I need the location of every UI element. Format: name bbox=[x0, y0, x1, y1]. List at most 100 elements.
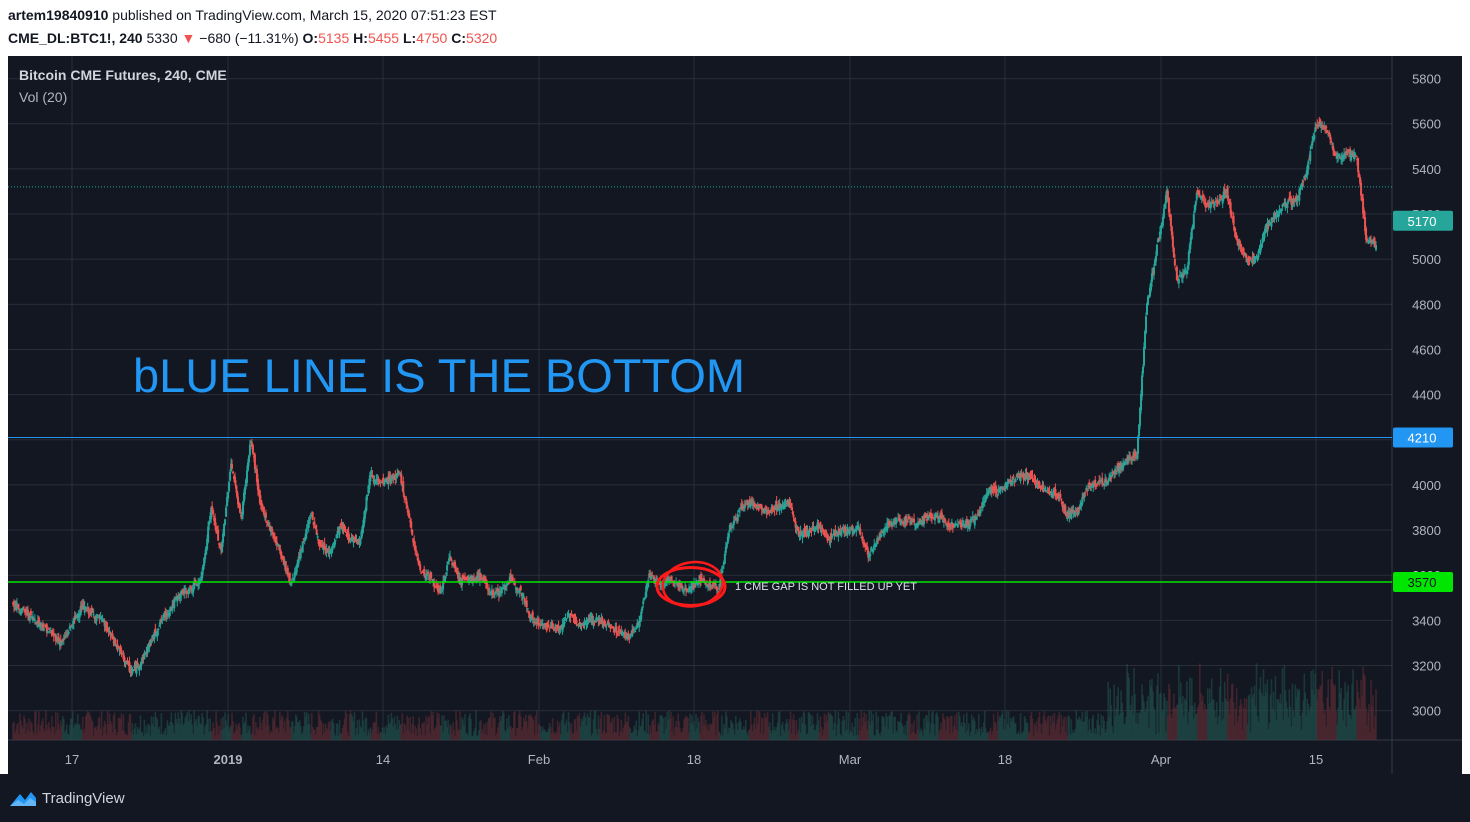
volume-bar bbox=[21, 725, 23, 740]
candle-body bbox=[1335, 153, 1338, 156]
x-tick-label: 18 bbox=[687, 752, 701, 767]
candle-body bbox=[450, 557, 453, 561]
volume-bar bbox=[494, 717, 496, 740]
tradingview-brand[interactable]: TradingView bbox=[8, 788, 125, 808]
volume-bar bbox=[1073, 732, 1076, 740]
chart-canvas[interactable]: 5800560054005200500048004600440042004000… bbox=[8, 56, 1462, 774]
volume-bar bbox=[345, 713, 348, 740]
volume-bar bbox=[1146, 700, 1148, 740]
candle-body bbox=[518, 588, 521, 594]
candle-body bbox=[92, 614, 95, 616]
volume-bar bbox=[986, 731, 989, 740]
volume-bar bbox=[440, 726, 442, 740]
volume-bar bbox=[632, 731, 635, 740]
candle-body bbox=[736, 514, 739, 522]
candle-body bbox=[1313, 135, 1316, 140]
candle-body bbox=[942, 519, 945, 523]
candle-body bbox=[961, 522, 964, 526]
candle-body bbox=[1360, 182, 1363, 196]
candle-body bbox=[246, 462, 249, 471]
candle-body bbox=[119, 645, 122, 652]
candle-body bbox=[203, 557, 206, 566]
candle-body bbox=[1328, 132, 1331, 135]
ohlc-line: CME_DL:BTC1!, 240 5330 ▼ −680 (−11.31%) … bbox=[8, 30, 497, 46]
volume-bar bbox=[617, 718, 620, 740]
volume-bar bbox=[429, 733, 431, 740]
volume-bar bbox=[1217, 716, 1220, 740]
volume-bar bbox=[830, 715, 833, 740]
volume-bar bbox=[1126, 663, 1128, 740]
volume-bar bbox=[1260, 692, 1263, 740]
candle-body bbox=[948, 525, 951, 527]
volume-bar bbox=[464, 714, 466, 740]
candle-body bbox=[238, 502, 241, 507]
candle-body bbox=[883, 529, 886, 534]
volume-bar bbox=[372, 723, 375, 740]
y-tick-label: 4000 bbox=[1412, 478, 1441, 493]
volume-bar bbox=[171, 722, 174, 740]
volume-bar bbox=[1354, 709, 1356, 740]
volume-bar bbox=[807, 712, 810, 740]
volume-bar bbox=[301, 732, 304, 740]
y-tick-label: 3800 bbox=[1412, 523, 1441, 538]
volume-bar bbox=[581, 721, 584, 740]
volume-bar bbox=[885, 713, 887, 740]
candle-body bbox=[967, 520, 970, 526]
candle-body bbox=[564, 618, 567, 621]
volume-bar bbox=[1021, 733, 1024, 740]
volume-bar bbox=[905, 735, 907, 740]
volume-bar bbox=[339, 733, 342, 740]
candle-body bbox=[920, 523, 923, 525]
candle-body bbox=[475, 575, 478, 580]
volume-bar bbox=[118, 717, 121, 740]
candle-body bbox=[1042, 485, 1045, 492]
volume-bar bbox=[250, 735, 252, 740]
volume-bar bbox=[999, 717, 1002, 740]
volume-bar bbox=[1327, 679, 1330, 740]
volume-bar bbox=[1241, 729, 1244, 740]
volume-bar bbox=[919, 732, 921, 740]
volume-bar bbox=[461, 717, 463, 740]
volume-bar bbox=[453, 729, 455, 740]
volume-bar bbox=[350, 713, 353, 740]
candle-body bbox=[959, 522, 962, 528]
volume-bar bbox=[576, 715, 579, 740]
volume-bar bbox=[531, 718, 534, 740]
candle-body bbox=[383, 482, 386, 486]
volume-bar bbox=[42, 718, 44, 740]
volume-bar bbox=[271, 732, 273, 740]
candle-body bbox=[51, 632, 54, 634]
volume-bar bbox=[973, 720, 976, 740]
volume-indicator-label[interactable]: Vol (20) bbox=[19, 89, 68, 105]
candle-body bbox=[1256, 257, 1259, 260]
volume-bar bbox=[1212, 699, 1215, 740]
candle-body bbox=[899, 518, 902, 523]
volume-bar bbox=[59, 720, 62, 740]
chart-panel[interactable]: 5800560054005200500048004600440042004000… bbox=[8, 56, 1462, 774]
candle-body bbox=[1002, 488, 1005, 490]
candle-body bbox=[418, 561, 421, 566]
volume-bar bbox=[623, 724, 626, 740]
volume-bar bbox=[1039, 723, 1042, 740]
candle-body bbox=[626, 634, 629, 640]
candle-body bbox=[222, 533, 225, 543]
volume-bar bbox=[119, 718, 122, 740]
published-text: published on TradingView.com, March 15, … bbox=[108, 7, 497, 23]
volume-bar bbox=[451, 733, 453, 740]
volume-bar bbox=[649, 725, 651, 740]
candle-body bbox=[370, 472, 373, 474]
candle-body bbox=[1354, 153, 1357, 156]
candle-body bbox=[1230, 211, 1233, 216]
volume-bar bbox=[62, 719, 65, 740]
candle-body bbox=[367, 485, 370, 494]
candle-body bbox=[236, 490, 239, 497]
volume-bar bbox=[1222, 718, 1225, 740]
volume-bar bbox=[1064, 731, 1067, 740]
volume-bar bbox=[1331, 667, 1333, 740]
candle-body bbox=[934, 515, 937, 517]
volume-bar bbox=[387, 714, 390, 740]
author-name[interactable]: artem19840910 bbox=[8, 7, 109, 23]
volume-bar bbox=[814, 730, 817, 740]
volume-bar bbox=[317, 710, 320, 740]
candle-body bbox=[731, 525, 734, 527]
